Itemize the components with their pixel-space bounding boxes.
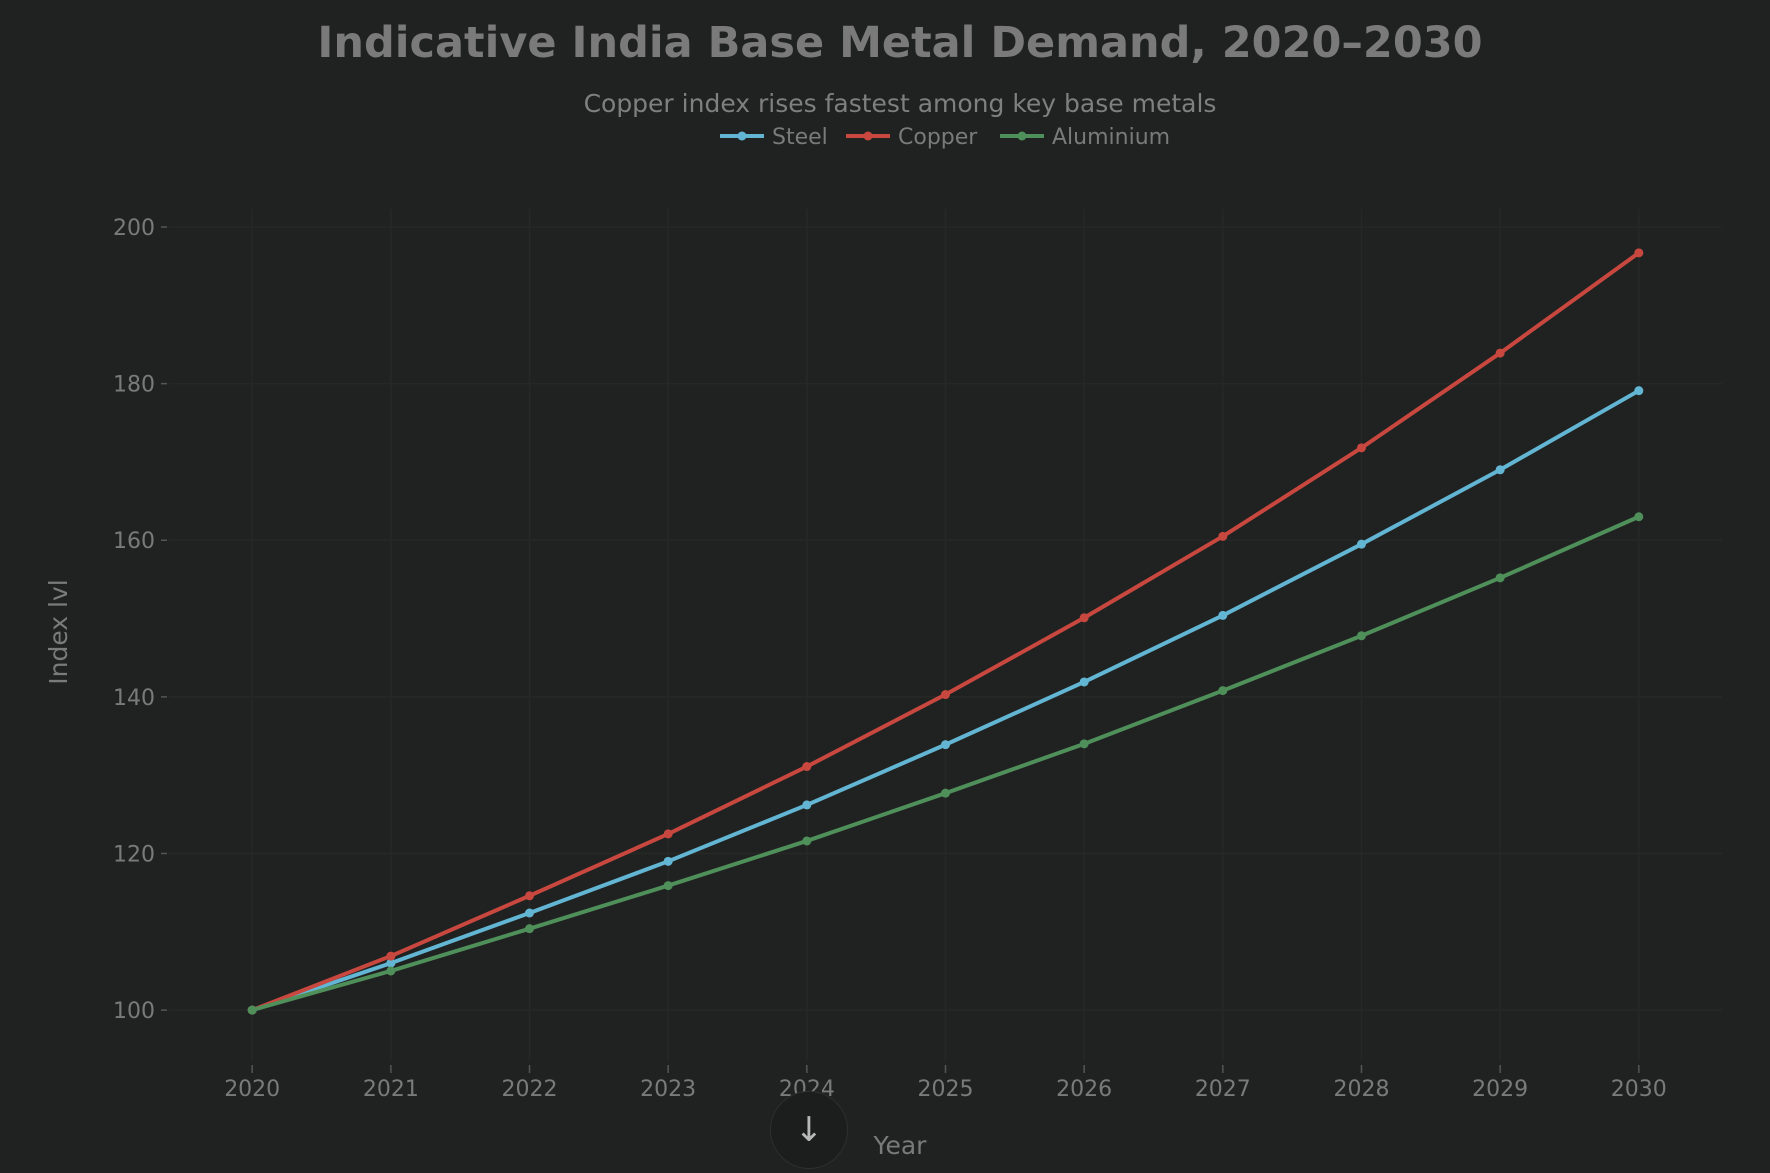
x-tick-label: 2030 xyxy=(1611,1077,1667,1102)
data-point-steel xyxy=(663,856,673,866)
x-tick-label: 2026 xyxy=(1056,1077,1112,1102)
x-tick-label: 2021 xyxy=(363,1077,419,1102)
y-tick-label: 100 xyxy=(113,999,155,1024)
data-point-steel xyxy=(1218,610,1228,620)
data-point-copper xyxy=(1356,443,1366,453)
data-point-aluminium xyxy=(663,881,673,891)
legend-marker xyxy=(1017,131,1027,141)
data-point-copper xyxy=(802,762,812,772)
y-tick-label: 160 xyxy=(113,529,155,554)
data-point-copper xyxy=(1495,348,1505,358)
x-tick-label: 2023 xyxy=(640,1077,696,1102)
legend-label-aluminium: Aluminium xyxy=(1052,125,1170,150)
grid xyxy=(169,209,1722,1061)
data-point-aluminium xyxy=(386,966,396,976)
data-point-aluminium xyxy=(525,924,535,934)
data-point-steel xyxy=(1079,677,1089,687)
data-point-steel xyxy=(1634,386,1644,396)
data-point-aluminium xyxy=(941,788,950,798)
data-point-steel xyxy=(525,908,535,918)
data-point-steel xyxy=(386,958,396,968)
y-axis-label: Index lvl xyxy=(44,579,73,684)
x-tick-label: 2025 xyxy=(918,1077,974,1102)
data-point-aluminium xyxy=(1218,686,1228,696)
chart-subtitle: Copper index rises fastest among key bas… xyxy=(584,89,1217,118)
y-tick-label: 120 xyxy=(113,842,155,867)
data-point-steel xyxy=(1356,539,1366,549)
data-point-aluminium xyxy=(1495,573,1505,583)
legend: Steel Copper Aluminium xyxy=(720,125,1170,150)
legend-marker xyxy=(863,131,873,141)
chart-title: Indicative India Base Metal Demand, 2020… xyxy=(317,18,1482,68)
data-point-aluminium xyxy=(1356,631,1366,641)
data-point-steel xyxy=(802,800,812,810)
data-point-copper xyxy=(1079,613,1089,623)
data-point-copper xyxy=(1634,248,1644,258)
data-point-steel xyxy=(1495,465,1505,475)
legend-label-copper: Copper xyxy=(898,125,978,150)
data-point-copper xyxy=(1218,531,1228,541)
data-point-aluminium xyxy=(1634,512,1644,522)
x-tick-label: 2027 xyxy=(1195,1077,1251,1102)
data-point-copper xyxy=(525,891,535,901)
data-point-copper xyxy=(663,829,673,839)
data-point-steel xyxy=(941,740,950,750)
x-tick-label: 2022 xyxy=(502,1077,558,1102)
legend-marker xyxy=(737,131,747,141)
y-tick-label: 200 xyxy=(113,216,155,241)
x-tick-label: 2020 xyxy=(224,1077,280,1102)
x-tick-label: 2028 xyxy=(1333,1077,1389,1102)
arrow-down-icon: ↓ xyxy=(794,1110,824,1150)
scroll-down-button[interactable]: ↓ xyxy=(770,1091,848,1169)
data-point-aluminium xyxy=(1079,739,1089,749)
x-axis-label: Year xyxy=(873,1131,928,1160)
data-point-copper xyxy=(386,951,396,961)
y-tick-label: 180 xyxy=(113,373,155,398)
data-point-aluminium xyxy=(247,1005,257,1015)
legend-label-steel: Steel xyxy=(772,125,828,150)
y-tick-label: 140 xyxy=(113,686,155,711)
data-point-copper xyxy=(941,690,950,700)
x-tick-label: 2029 xyxy=(1472,1077,1528,1102)
data-point-aluminium xyxy=(802,836,812,846)
